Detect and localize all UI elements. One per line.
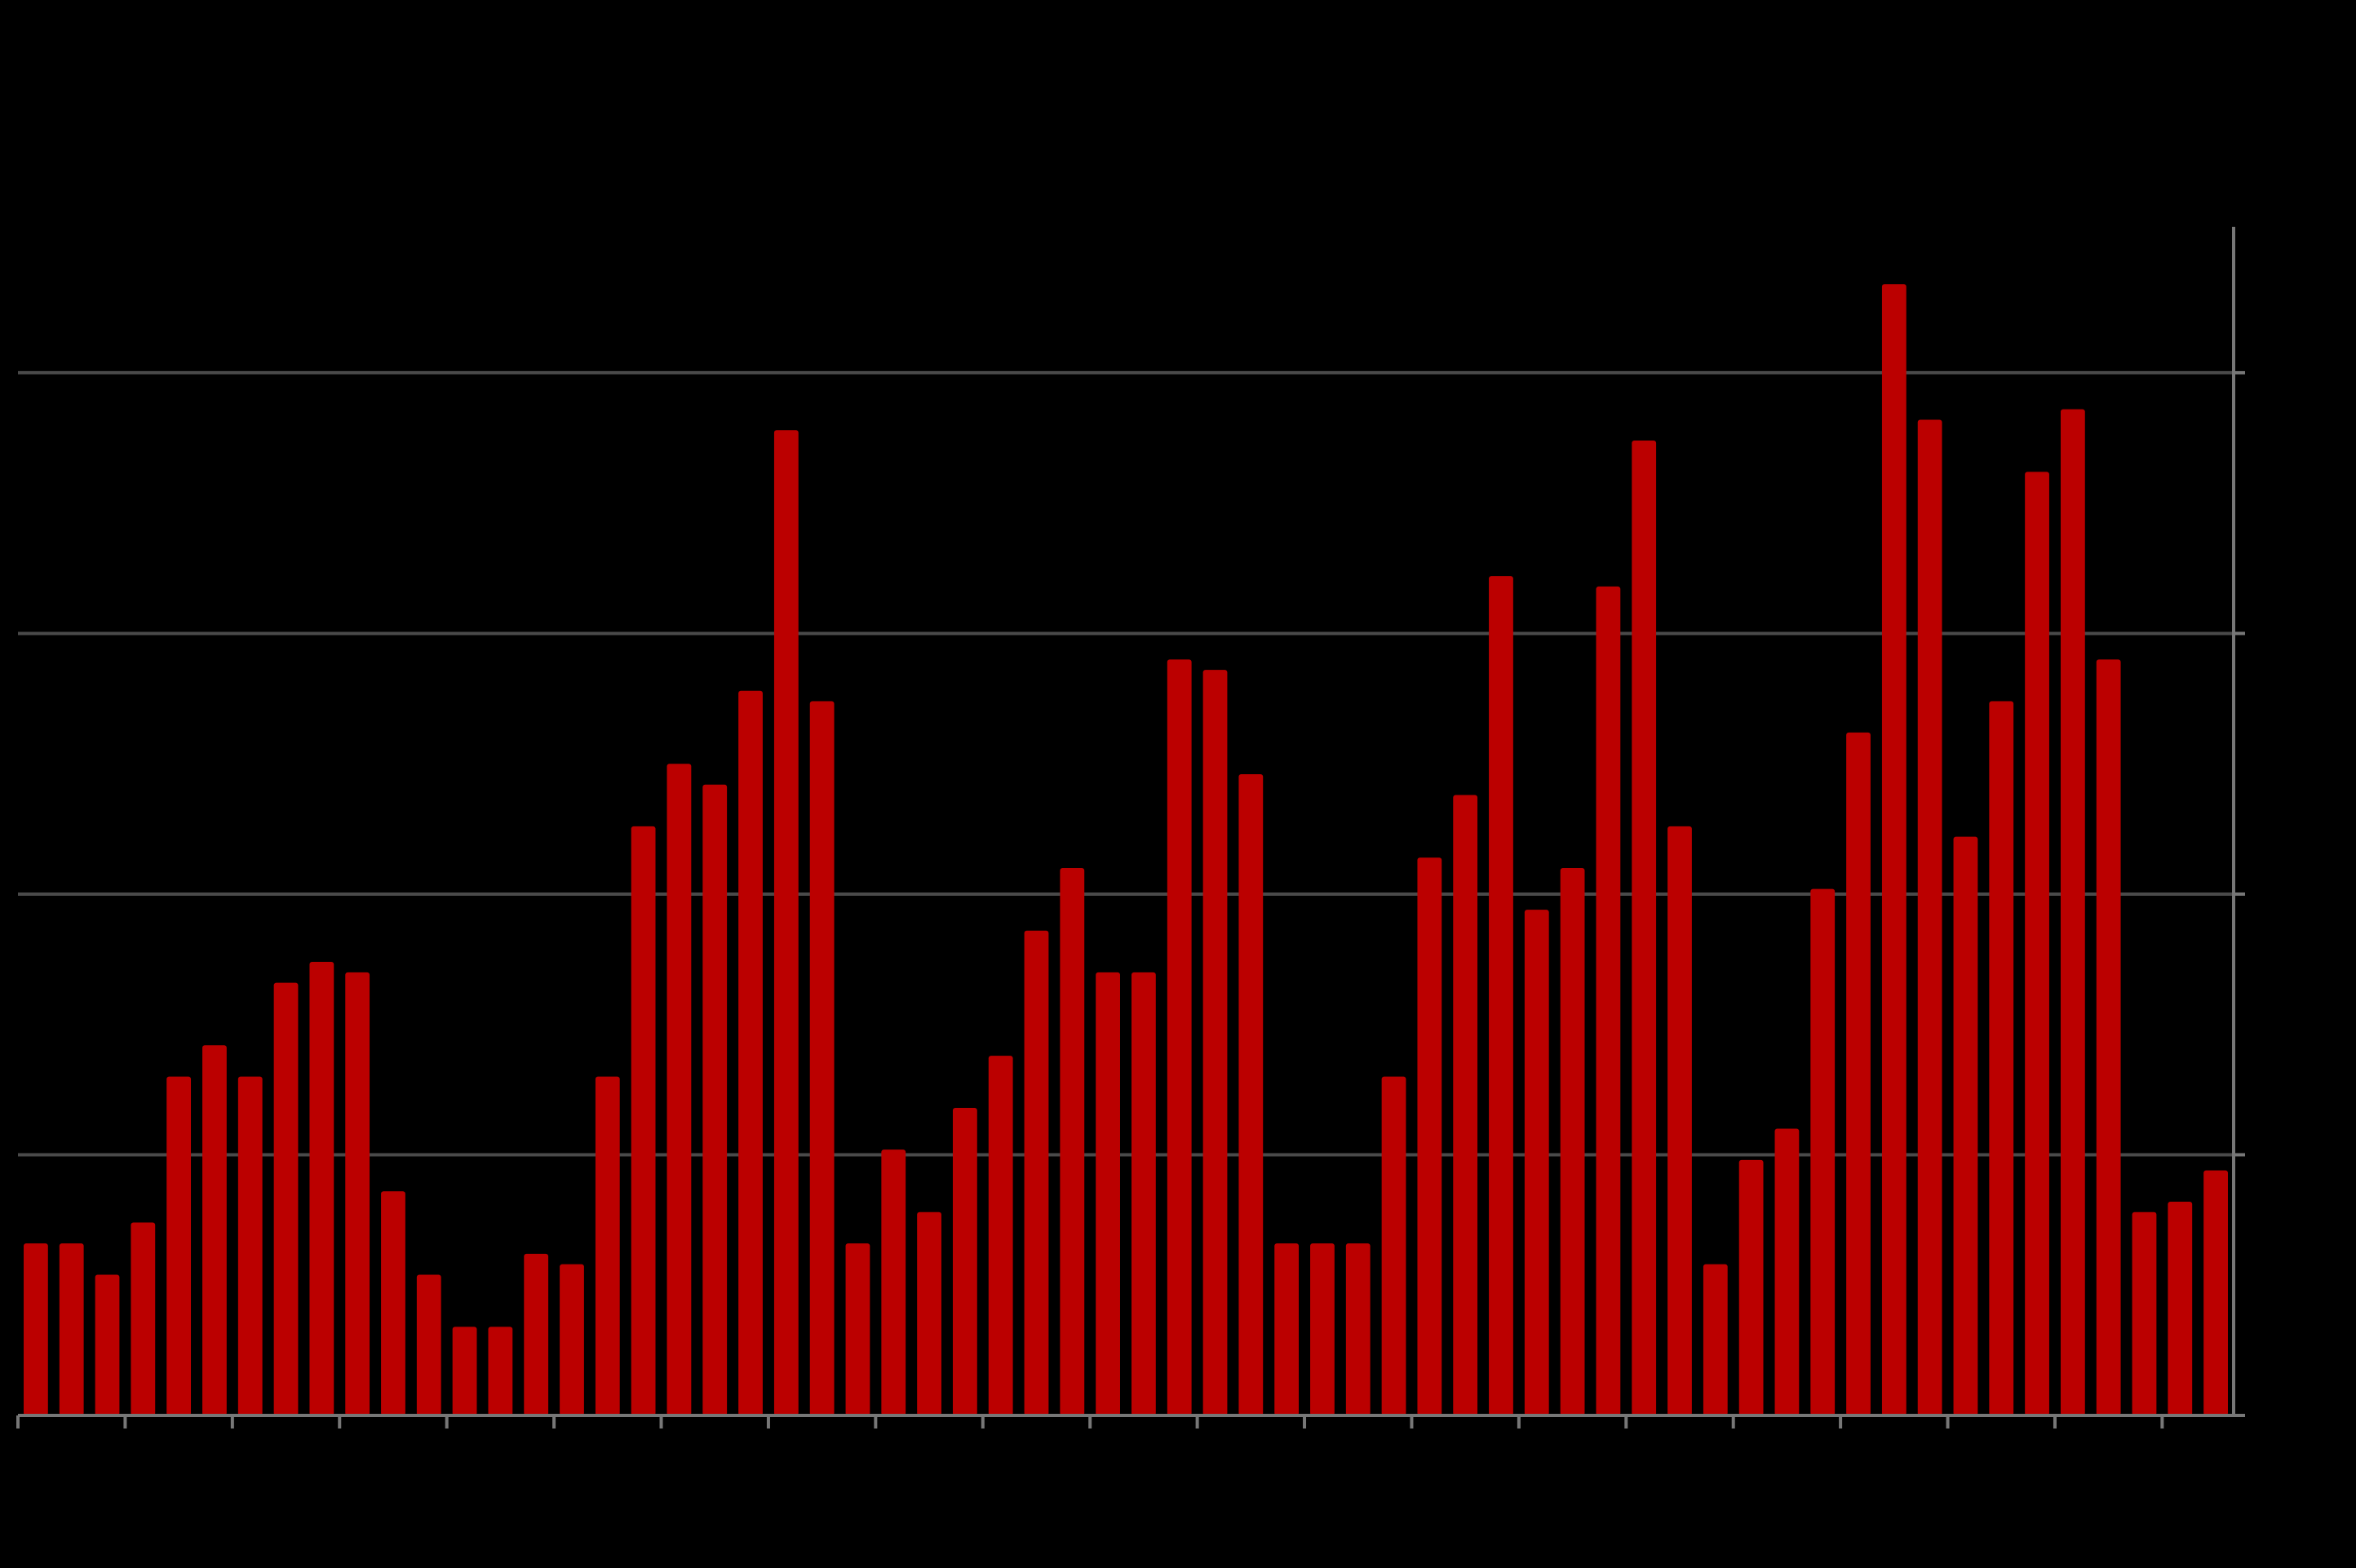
bar xyxy=(524,1253,549,1415)
bar xyxy=(1489,576,1513,1415)
bar xyxy=(1703,1264,1728,1415)
bar xyxy=(59,1243,84,1415)
bar xyxy=(1953,836,1978,1415)
bar xyxy=(1989,701,2014,1415)
bar xyxy=(1917,419,1942,1415)
bar xyxy=(1024,930,1049,1415)
bar xyxy=(702,784,728,1415)
bar xyxy=(1310,1243,1335,1415)
bar xyxy=(1167,659,1192,1415)
bar xyxy=(1345,1243,1371,1415)
bar xyxy=(24,1243,48,1415)
bar xyxy=(166,1076,192,1415)
bar xyxy=(345,972,370,1415)
bar xyxy=(2132,1211,2157,1415)
bar xyxy=(1560,868,1585,1415)
bar xyxy=(2025,472,2049,1416)
bar xyxy=(2168,1201,2193,1415)
bar xyxy=(2096,659,2121,1415)
bar xyxy=(1667,826,1692,1415)
bar xyxy=(1632,441,1657,1415)
bar xyxy=(917,1211,941,1415)
bar xyxy=(237,1076,263,1415)
bar xyxy=(881,1149,906,1415)
bar xyxy=(631,826,656,1415)
bar xyxy=(1096,972,1120,1415)
bar xyxy=(1274,1243,1300,1415)
bar xyxy=(1381,1076,1406,1415)
bar xyxy=(666,764,692,1415)
bar xyxy=(95,1274,120,1415)
bar xyxy=(488,1327,513,1415)
bar xyxy=(131,1222,156,1415)
bar xyxy=(1417,857,1442,1415)
bar xyxy=(988,1056,1013,1415)
bar xyxy=(416,1274,441,1415)
bar xyxy=(595,1076,620,1415)
bar xyxy=(560,1264,584,1415)
bar xyxy=(738,690,763,1415)
bar xyxy=(309,962,334,1415)
bar xyxy=(2203,1170,2228,1415)
bar xyxy=(1596,586,1621,1415)
bar xyxy=(952,1107,977,1415)
bar xyxy=(452,1327,477,1415)
bar xyxy=(1846,732,1871,1415)
bar xyxy=(1738,1159,1764,1415)
bar xyxy=(1524,910,1549,1415)
axes xyxy=(16,227,2245,1428)
bar xyxy=(202,1045,227,1415)
bar xyxy=(845,1243,870,1415)
bar xyxy=(809,701,835,1415)
bars xyxy=(24,284,2228,1416)
bar xyxy=(1238,773,1264,1415)
bar xyxy=(1453,795,1478,1415)
bar xyxy=(1774,1128,1800,1415)
bar xyxy=(1132,972,1156,1415)
bar xyxy=(381,1191,405,1415)
bar xyxy=(773,430,799,1416)
bar xyxy=(2060,409,2085,1415)
bar xyxy=(1202,670,1228,1415)
bar xyxy=(1060,868,1085,1415)
bar xyxy=(273,982,299,1415)
bar xyxy=(1881,284,1906,1416)
bar xyxy=(1810,888,1836,1415)
